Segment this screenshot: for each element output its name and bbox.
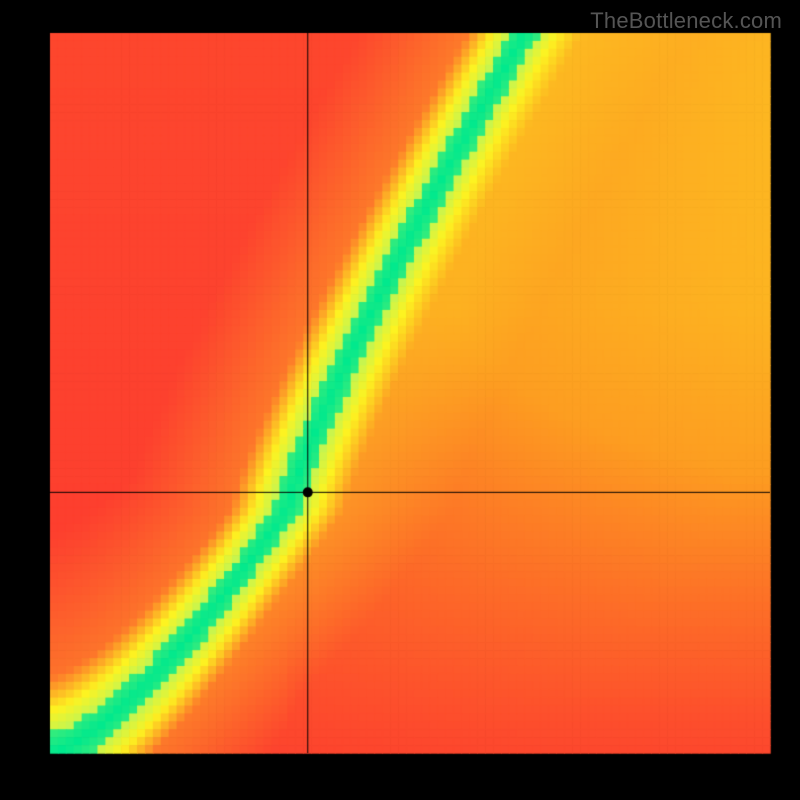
watermark-text: TheBottleneck.com	[590, 8, 782, 34]
bottleneck-heatmap	[0, 0, 800, 800]
chart-container: { "watermark": "TheBottleneck.com", "cha…	[0, 0, 800, 800]
